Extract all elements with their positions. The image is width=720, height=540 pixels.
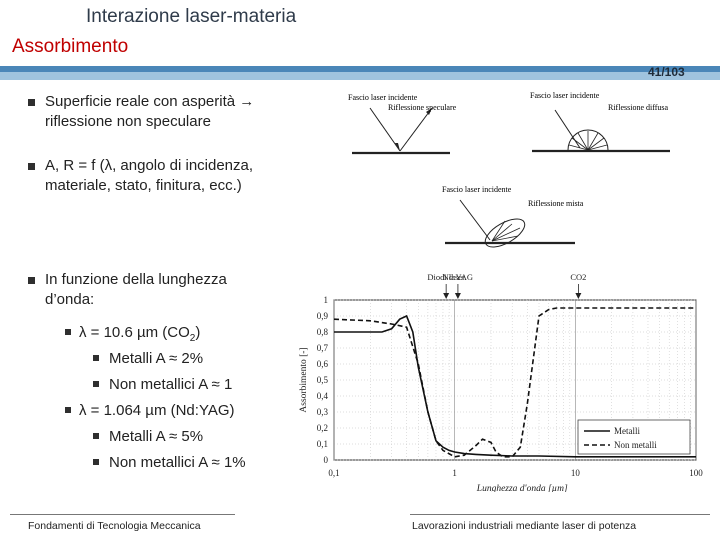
laser-marker-arrowhead: [443, 293, 450, 299]
sub-sub-bullet-text: Metalli A ≈ 2%: [109, 350, 204, 367]
y-tick-label: 0,1: [317, 439, 328, 449]
sub-sub-bullet: Metalli A ≈ 5%: [93, 427, 204, 447]
series-line-non-metalli: [333, 307, 696, 458]
y-tick-label: 0,6: [317, 359, 329, 369]
bullet-square-icon: [93, 459, 99, 465]
specular-beam-label: Fascio laser incidente: [348, 93, 418, 102]
header-band-light: [0, 72, 720, 80]
laser-marker-label: Nd:YAG: [443, 272, 473, 282]
bullet-item-3: In funzione della lunghezza d’onda:: [28, 270, 227, 310]
mixed-reflection-diagram: Fascio laser incidente Riflessione mista: [442, 185, 584, 248]
x-axis-label: Lunghezza d'onda [µm]: [476, 484, 568, 492]
laser-marker-label: Diodi laser: [427, 272, 465, 282]
sub-bullet-subscript: 2: [189, 333, 196, 344]
legend-entry: Non metalli: [614, 440, 657, 450]
bullet-square-icon: [93, 355, 99, 361]
y-tick-label: 0,9: [317, 311, 329, 321]
sub-sub-bullet-text: Non metallici A ≈ 1%: [109, 454, 246, 471]
diffuse-reflection-diagram: Fascio laser incidente Riflessione diffu…: [530, 91, 670, 153]
laser-marker-label: CO2: [570, 272, 586, 282]
bullet-square-icon: [93, 381, 99, 387]
y-tick-label: 0,2: [317, 423, 328, 433]
footer-line-right: [410, 514, 710, 515]
bullet-text-line2: d’onda:: [45, 291, 95, 308]
bullet-square-icon: [28, 99, 35, 106]
bullet-text-line2: materiale, stato, finitura, ecc.): [45, 177, 242, 194]
legend-entry: Metalli: [614, 426, 640, 436]
footer-line-left: [10, 514, 235, 515]
x-tick-label: 10: [571, 468, 581, 478]
sub-bullet-prefix: λ = 10.6 µm (CO: [79, 324, 190, 341]
x-tick-label: 100: [689, 468, 703, 478]
bullet-text-line2: riflessione non speculare: [45, 113, 211, 130]
footer-right-text: Lavorazioni industriali mediante laser d…: [412, 520, 637, 532]
y-tick-label: 0,3: [317, 407, 329, 417]
sub-sub-bullet-text: Metalli A ≈ 5%: [109, 428, 204, 445]
specular-reflection-diagram: Fascio laser incidente Riflessione specu…: [348, 93, 457, 155]
mixed-beam-label: Fascio laser incidente: [442, 185, 512, 194]
x-tick-label: 0,1: [328, 468, 339, 478]
sub-bullet-suffix: ): [195, 324, 201, 341]
specular-label: Riflessione speculare: [388, 103, 457, 112]
header-band: [0, 66, 720, 72]
y-tick-label: 0,4: [317, 391, 329, 401]
y-tick-label: 0,8: [317, 327, 329, 337]
diffuse-label: Riflessione diffusa: [608, 103, 669, 112]
reflection-diagrams: Fascio laser incidente Riflessione specu…: [348, 91, 670, 248]
y-tick-label: 0,5: [317, 375, 329, 385]
y-tick-label: 1: [324, 295, 329, 305]
sub-sub-bullet: Non metallici A ≈ 1: [93, 375, 233, 395]
diffuse-beam-label: Fascio laser incidente: [530, 91, 600, 100]
legend-box: [577, 419, 691, 455]
bullet-square-icon: [28, 163, 35, 170]
laser-marker-arrowhead: [575, 293, 582, 299]
sub-sub-bullet: Metalli A ≈ 2%: [93, 349, 204, 369]
y-axis-label: Assorbimento [-]: [299, 347, 309, 412]
bullet-item-1: Superficie reale con asperità → riflessi…: [28, 92, 255, 132]
bullet-square-icon: [65, 329, 71, 335]
page-number: 41/103: [648, 65, 685, 79]
laser-marker-arrowhead: [454, 293, 461, 299]
sub-bullet-prefix: λ = 1.064 µm (Nd:YAG): [79, 402, 235, 419]
bullet-square-icon: [65, 407, 71, 413]
bullet-text-line1: Superficie reale con asperità →: [45, 93, 255, 110]
bullet-square-icon: [28, 277, 35, 284]
bullet-text-line1: A, R = f (λ, angolo di incidenza,: [45, 157, 254, 174]
mixed-label: Riflessione mista: [528, 199, 584, 208]
y-tick-label: 0,7: [317, 343, 329, 353]
slide-title-line2: Assorbimento: [12, 36, 129, 57]
x-tick-label: 1: [452, 468, 457, 478]
sub-bullet-ndyag: λ = 1.064 µm (Nd:YAG): [65, 401, 235, 421]
sub-bullet-co2: λ = 10.6 µm (CO2): [65, 323, 201, 349]
series-line-metalli: [334, 314, 696, 458]
sub-sub-bullet: Non metallici A ≈ 1%: [93, 453, 246, 473]
y-tick-label: 0: [324, 455, 329, 465]
sub-sub-bullet-text: Non metallici A ≈ 1: [109, 376, 233, 393]
absorption-chart: 0 0,1 0,2 0,3 0,4 0,5 0,6 0,7 0,8 0,9 1 0,1 1 10 100 Lu…: [299, 272, 703, 492]
bullet-item-2: A, R = f (λ, angolo di incidenza, materi…: [28, 156, 254, 196]
bullet-square-icon: [93, 433, 99, 439]
slide-title-line1: Interazione laser-materia: [86, 6, 297, 27]
footer-left-text: Fondamenti di Tecnologia Meccanica: [28, 520, 201, 532]
bullet-text-line1: In funzione della lunghezza: [45, 271, 227, 288]
